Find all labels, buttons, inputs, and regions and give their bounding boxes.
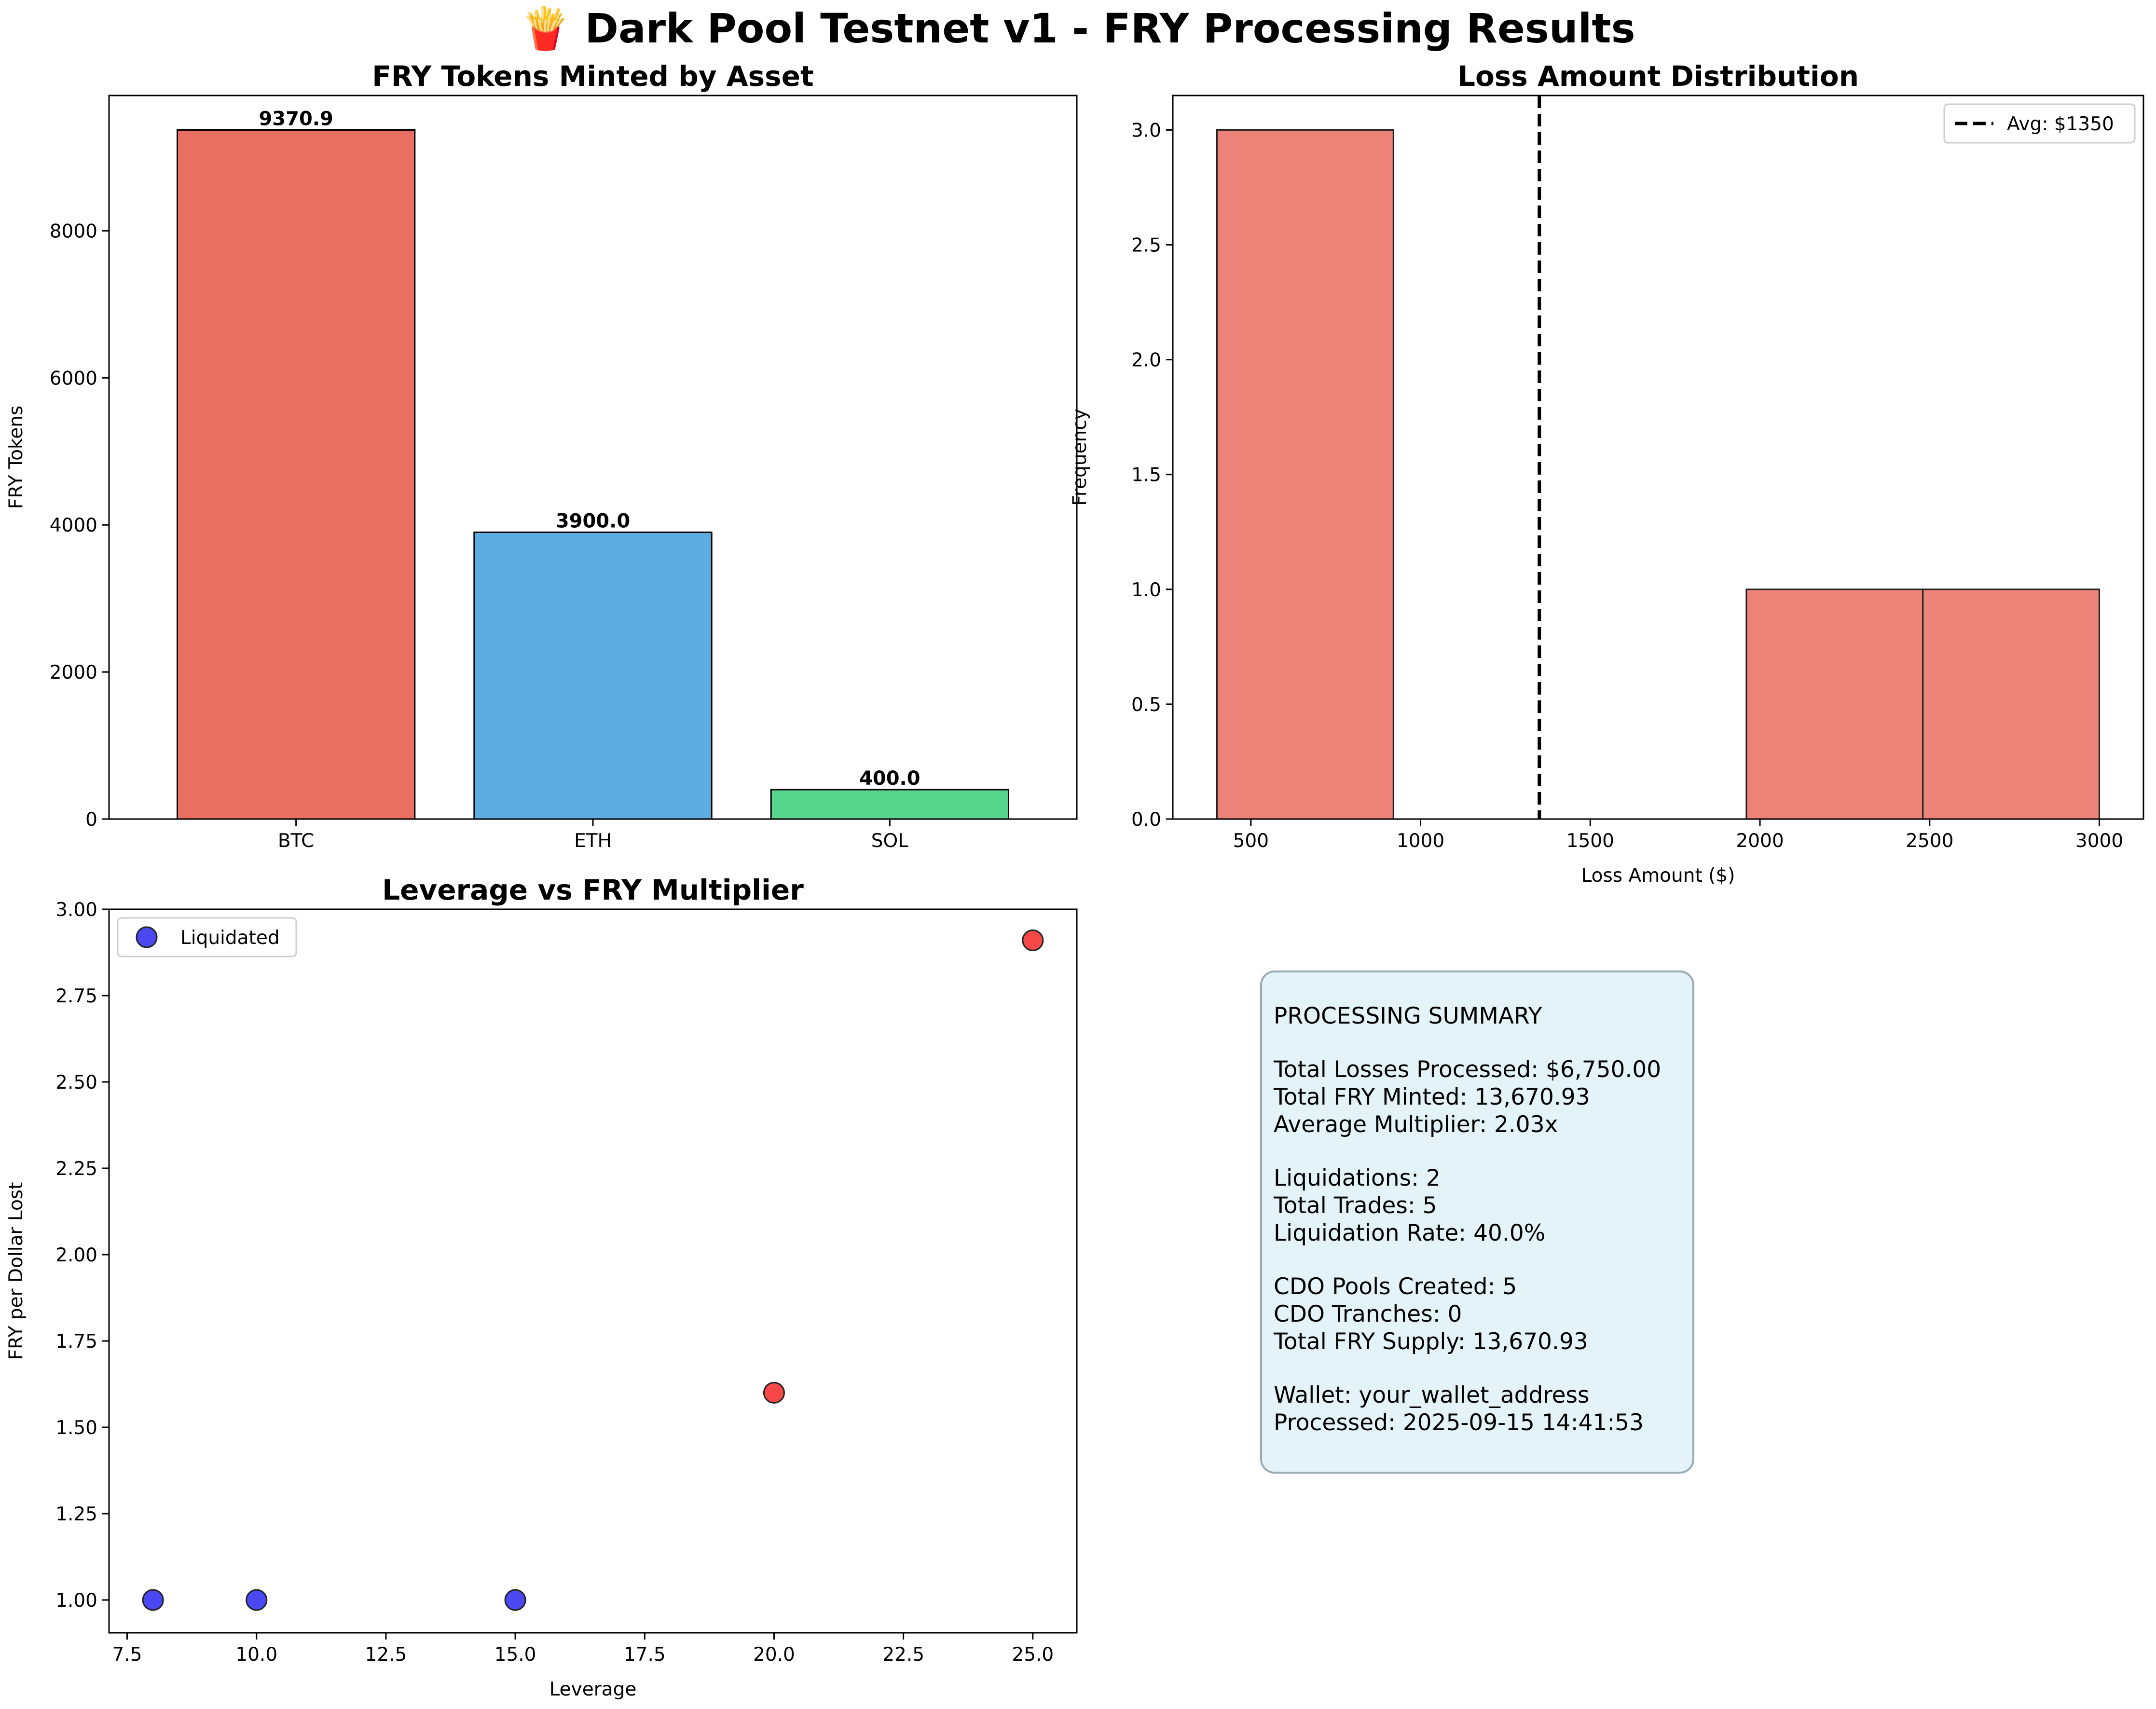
summary-line: CDO Pools Created: 5 xyxy=(1274,1273,1517,1300)
legend-liquidated-marker xyxy=(136,926,158,948)
bar-ytick-label-4: 8000 xyxy=(50,220,97,242)
summary-spacer xyxy=(1274,1355,1682,1381)
bar-btc xyxy=(177,129,416,820)
histogram-bin-0 xyxy=(1216,129,1394,820)
bar-xtick-label-btc: BTC xyxy=(278,830,315,852)
scatter-point-1 xyxy=(246,1589,268,1611)
histogram-bin-3 xyxy=(1745,588,1924,820)
scatter-ytick-label-7: 2.75 xyxy=(55,985,97,1007)
scatter-title: Leverage vs FRY Multiplier xyxy=(382,874,804,906)
bar-value-label-btc: 9370.9 xyxy=(259,108,333,130)
bar-ytick-label-0: 0 xyxy=(85,809,97,831)
scatter-point-3 xyxy=(763,1381,785,1404)
axes-frame-2 xyxy=(108,908,1078,1634)
leverage-scatter-chart: 1.00 1.25 1.50 1.75 2.00 2.25 2.50 2.75 3.00 FRY … xyxy=(5,874,1078,1700)
histogram-legend xyxy=(1943,103,2136,144)
hist-xtick-label-0: 500 xyxy=(1233,830,1269,852)
scatter-ylabel: FRY per Dollar Lost xyxy=(5,1182,27,1360)
bar-xtick-label-eth: ETH xyxy=(574,830,612,852)
summary-line: Total FRY Minted: 13,670.93 xyxy=(1274,1084,1590,1110)
loss-distribution-chart: 0.0 0.5 1.0 1.5 2.0 2.5 3.0 Frequency 500 1000 150… xyxy=(1069,60,2144,887)
axes-frame-0 xyxy=(108,95,1078,820)
histogram-title: Loss Amount Distribution xyxy=(1457,60,1859,93)
bar-value-label-sol: 400.0 xyxy=(859,767,920,790)
summary-spacer xyxy=(1274,1030,1682,1056)
summary-line: Average Multiplier: 2.03x xyxy=(1274,1111,1558,1138)
scatter-ytick-label-0: 1.00 xyxy=(55,1590,97,1612)
scatter-xtick-label-4: 17.5 xyxy=(624,1644,666,1666)
hist-xlabel: Loss Amount ($) xyxy=(1581,865,1735,887)
bar-ytick-label-2: 4000 xyxy=(50,515,97,536)
scatter-ytick-label-6: 2.50 xyxy=(55,1072,97,1094)
summary-line: Liquidations: 2 xyxy=(1274,1165,1441,1191)
scatter-xtick-label-1: 10.0 xyxy=(235,1644,277,1666)
summary-line: CDO Tranches: 0 xyxy=(1274,1301,1462,1327)
hist-xtick-label-5: 3000 xyxy=(2075,830,2123,852)
hist-xtick-label-4: 2500 xyxy=(1906,830,1953,852)
hist-xtick-label-3: 2000 xyxy=(1736,830,1784,852)
axes-frame-1 xyxy=(1172,95,2144,820)
scatter-xtick-label-2: 12.5 xyxy=(365,1644,407,1666)
figure-title: 🍟 Dark Pool Testnet v1 - FRY Processing … xyxy=(520,5,1635,52)
summary-line: Total Trades: 5 xyxy=(1274,1192,1437,1219)
scatter-legend xyxy=(117,917,297,957)
scatter-xtick-label-6: 22.5 xyxy=(882,1644,924,1666)
legend-liquidated-label: Liquidated xyxy=(180,927,280,949)
scatter-ytick-label-5: 2.25 xyxy=(55,1158,97,1180)
scatter-ytick-label-4: 2.00 xyxy=(55,1244,97,1266)
scatter-ytick-label-2: 1.50 xyxy=(55,1417,97,1439)
hist-ytick-label-3: 1.5 xyxy=(1131,465,1161,486)
summary-line: Liquidation Rate: 40.0% xyxy=(1274,1220,1546,1246)
hist-ytick-label-2: 1.0 xyxy=(1131,579,1161,601)
summary-line: Total FRY Supply: 13,670.93 xyxy=(1274,1328,1588,1355)
bar-value-label-eth: 3900.0 xyxy=(556,510,630,532)
summary-line: Wallet: your_wallet_address xyxy=(1274,1382,1590,1408)
histogram-bin-4 xyxy=(1922,588,2101,820)
summary-spacer xyxy=(1274,1247,1682,1273)
hist-xtick-label-2: 1500 xyxy=(1566,830,1614,852)
bar-eth xyxy=(473,531,713,820)
summary-line: Processed: 2025-09-15 14:41:53 xyxy=(1274,1409,1644,1436)
scatter-xtick-label-3: 15.0 xyxy=(494,1644,536,1666)
bar-xtick-label-sol: SOL xyxy=(871,830,908,852)
summary-line: Total Losses Processed: $6,750.00 xyxy=(1274,1056,1662,1083)
scatter-xtick-label-7: 25.0 xyxy=(1012,1644,1054,1666)
scatter-ytick-label-1: 1.25 xyxy=(55,1504,97,1525)
scatter-xlabel: Leverage xyxy=(549,1679,637,1700)
hist-ytick-label-6: 3.0 xyxy=(1131,120,1161,141)
hist-ytick-label-1: 0.5 xyxy=(1131,694,1161,716)
scatter-ytick-label-8: 3.00 xyxy=(55,899,97,921)
bar-ytick-label-1: 2000 xyxy=(50,662,97,684)
scatter-ytick-label-3: 1.75 xyxy=(55,1331,97,1353)
scatter-point-0 xyxy=(142,1589,164,1611)
scatter-xtick-label-0: 7.5 xyxy=(112,1644,142,1666)
fry-tokens-chart: 9370.9 BTC 3900.0 ETH 400.0 SOL 0 2000 4000 6000 8… xyxy=(5,60,1078,852)
hist-ytick-label-4: 2.0 xyxy=(1131,350,1161,371)
bar-ylabel: FRY Tokens xyxy=(5,406,27,509)
scatter-point-2 xyxy=(504,1589,526,1611)
bar-chart-title: FRY Tokens Minted by Asset xyxy=(372,60,814,93)
hist-ytick-label-0: 0.0 xyxy=(1131,809,1161,831)
processing-summary-box: PROCESSING SUMMARY Total Losses Processed… xyxy=(1260,971,1694,1474)
bar-sol xyxy=(770,789,1009,820)
legend-average-label: Avg: $1350 xyxy=(2007,113,2114,135)
hist-ytick-label-5: 2.5 xyxy=(1131,235,1161,257)
scatter-point-4 xyxy=(1022,929,1044,951)
hist-ylabel: Frequency xyxy=(1069,409,1091,506)
bar-ytick-label-3: 6000 xyxy=(50,368,97,389)
scatter-xtick-label-5: 20.0 xyxy=(753,1644,795,1666)
summary-line: PROCESSING SUMMARY xyxy=(1274,1003,1542,1029)
hist-xtick-label-1: 1000 xyxy=(1397,830,1444,852)
summary-spacer xyxy=(1274,1138,1682,1164)
